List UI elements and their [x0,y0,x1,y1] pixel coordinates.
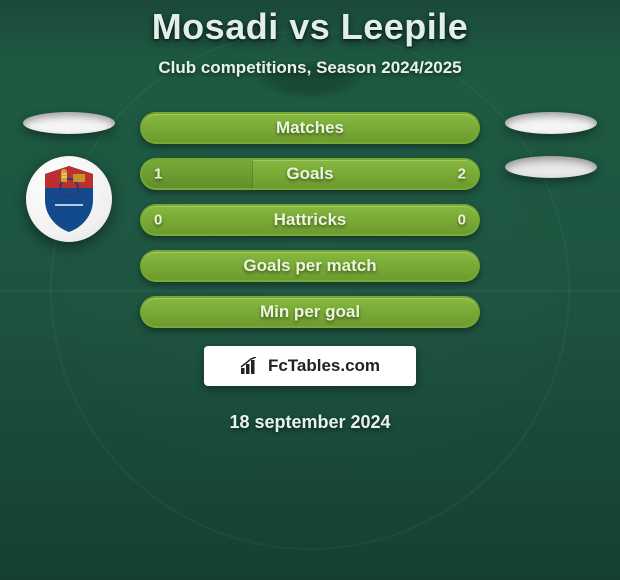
pill-list: Matches 1 Goals 2 0 Hattricks 0 Goals per match… [140,112,480,328]
brand-badge[interactable]: FcTables.com [204,346,416,386]
left-ellipse-shadow [23,112,115,134]
bar-chart-icon [240,357,262,375]
stats-column: Matches 1 Goals 2 0 Hattricks 0 Goals per match… [124,112,496,433]
stat-value-right: 0 [458,212,466,229]
page-title: Mosadi vs Leepile [0,6,620,48]
stat-pill: Min per goal [140,296,480,328]
stat-label: Min per goal [260,302,360,322]
stat-pill: 0 Hattricks 0 [140,204,480,236]
stat-label: Matches [276,118,344,138]
stat-pill: Matches [140,112,480,144]
columns: Matches 1 Goals 2 0 Hattricks 0 Goals per match… [0,112,620,433]
crest-icon [39,164,99,234]
right-ellipse-shadow-2 [505,156,597,178]
stat-label: Goals per match [243,256,376,276]
stat-pill: Goals per match [140,250,480,282]
left-column [14,112,124,242]
right-ellipse-shadow-1 [505,112,597,134]
stat-label: Goals [286,164,333,184]
content-wrap: Mosadi vs Leepile Club competitions, Sea… [0,0,620,433]
stat-value-left: 0 [154,212,162,229]
page-subtitle: Club competitions, Season 2024/2025 [0,58,620,78]
stat-value-left: 1 [154,166,162,183]
left-club-crest [26,156,112,242]
brand-text: FcTables.com [268,356,380,376]
stat-value-right: 2 [458,166,466,183]
stat-pill: 1 Goals 2 [140,158,480,190]
stat-label: Hattricks [274,210,347,230]
date-text: 18 september 2024 [229,412,390,433]
right-column [496,112,606,178]
